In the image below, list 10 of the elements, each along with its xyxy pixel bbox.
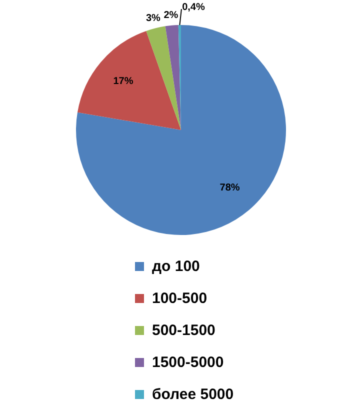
data-label: 17% xyxy=(113,76,134,87)
data-label: 0,4% xyxy=(182,2,205,13)
legend-label: 1500-5000 xyxy=(152,354,224,370)
data-label: 3% xyxy=(146,13,161,24)
legend-label: 100-500 xyxy=(152,290,208,306)
data-label: 2% xyxy=(164,10,178,22)
legend-label: 500-1500 xyxy=(152,322,216,338)
data-label: 78% xyxy=(220,182,240,194)
legend-label: более 5000 xyxy=(152,386,234,402)
legend-label: до 100 xyxy=(152,258,200,274)
